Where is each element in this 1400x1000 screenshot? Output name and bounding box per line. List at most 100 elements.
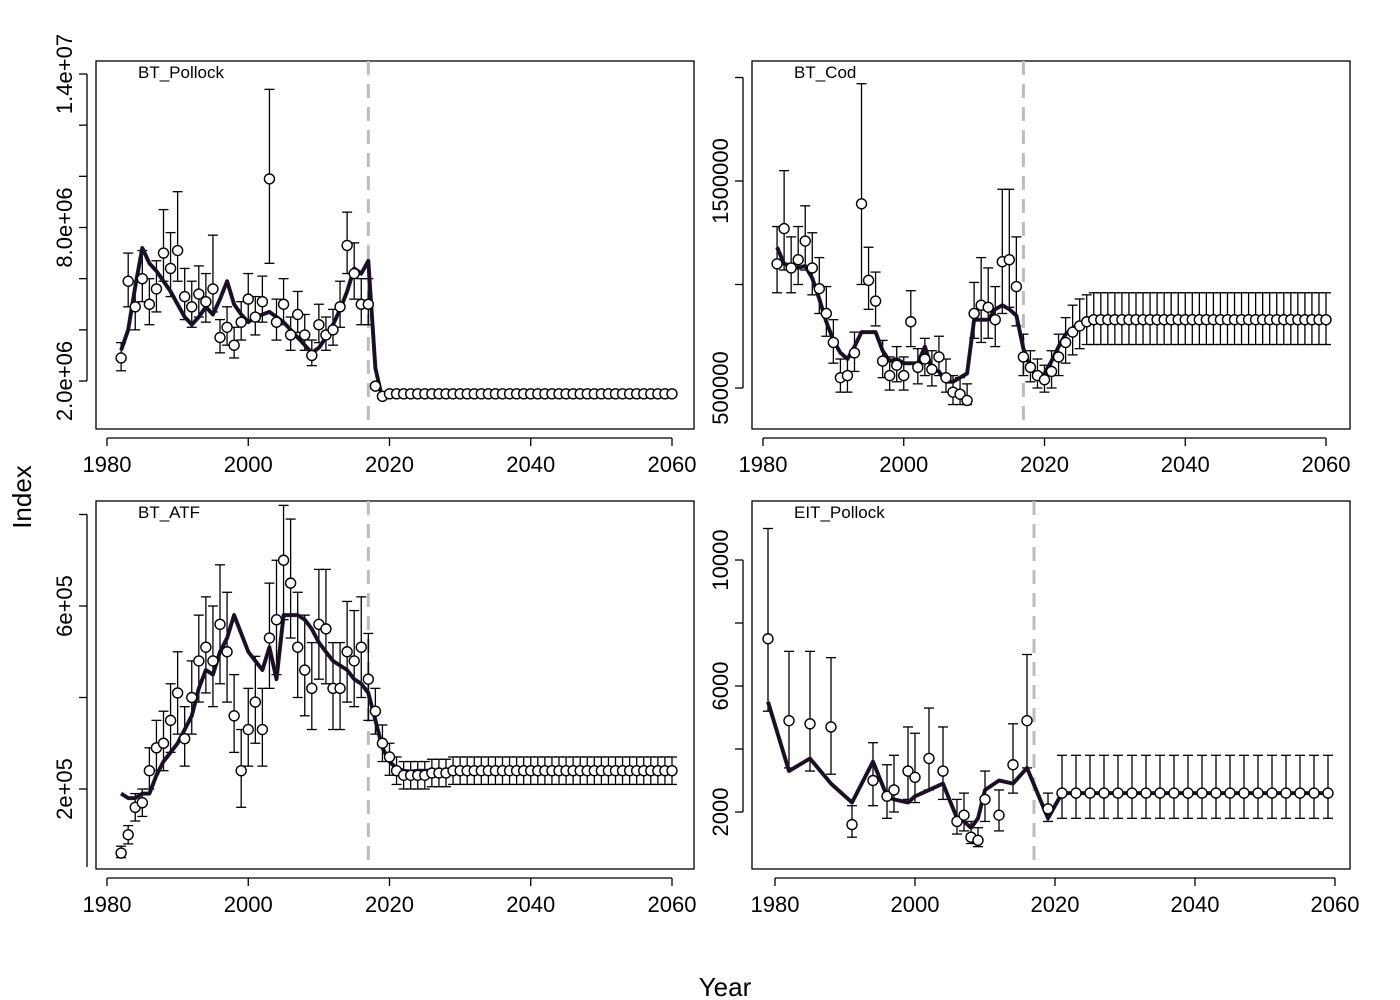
data-point xyxy=(1154,787,1166,799)
y-axis: 2e+05 6e+05 xyxy=(52,513,88,867)
data-point xyxy=(355,641,367,653)
y-tick-label: 500000 xyxy=(708,351,733,424)
y-tick-label: 2e+05 xyxy=(52,758,77,820)
data-point xyxy=(263,632,276,644)
data-point xyxy=(841,369,854,382)
x-tick-label: 2000 xyxy=(879,452,928,477)
data-point xyxy=(186,301,198,313)
plot-area xyxy=(771,61,1332,429)
data-point xyxy=(256,723,269,736)
data-point xyxy=(327,324,339,336)
chart-panel-3: 1980 2000 2020 2040 2060 2e+05 6e+05 BT_ATF xyxy=(52,500,697,917)
data-point xyxy=(178,732,191,745)
data-point xyxy=(150,283,163,295)
x-tick-label: 1980 xyxy=(83,892,132,917)
chart-panel-2: 1980 2000 2020 2040 2060 500000 1500000 BT_Cod xyxy=(708,60,1351,477)
x-tick-label: 2060 xyxy=(1302,452,1351,477)
data-point xyxy=(369,705,382,717)
data-point xyxy=(883,369,896,382)
data-point xyxy=(902,765,914,777)
data-point xyxy=(1052,351,1065,363)
data-point xyxy=(888,784,900,796)
x-tick-label: 2040 xyxy=(506,892,555,917)
data-point xyxy=(249,311,262,323)
data-point xyxy=(1112,787,1124,799)
data-point xyxy=(961,394,973,407)
data-point xyxy=(762,633,774,645)
data-point xyxy=(299,329,311,341)
data-point xyxy=(1003,253,1016,266)
x-axis-title: Year xyxy=(699,972,752,1000)
data-point xyxy=(242,723,254,736)
data-point xyxy=(1320,313,1332,326)
data-point xyxy=(876,355,889,367)
data-point xyxy=(341,646,353,658)
data-point xyxy=(228,339,240,351)
data-point xyxy=(1140,787,1152,799)
data-point xyxy=(1210,787,1222,799)
data-point xyxy=(136,272,149,285)
data-point xyxy=(1308,787,1320,799)
plot-frame xyxy=(751,60,1351,430)
data-point xyxy=(291,308,304,321)
x-axis: 1980 2000 2020 2040 2060 xyxy=(83,437,696,477)
x-tick-label: 1980 xyxy=(751,892,800,917)
y-axis-title: Index xyxy=(7,465,37,529)
data-point xyxy=(846,818,858,831)
data-point xyxy=(270,614,283,626)
data-point xyxy=(228,710,240,722)
data-point xyxy=(235,316,247,328)
data-point xyxy=(136,797,149,809)
data-point xyxy=(270,316,283,328)
data-point xyxy=(951,815,963,828)
data-point xyxy=(171,687,184,699)
data-point xyxy=(1252,787,1264,799)
data-point xyxy=(968,307,980,320)
data-point xyxy=(334,301,346,313)
y-tick-label: 6e+05 xyxy=(52,575,77,637)
data-point xyxy=(313,319,325,331)
data-point xyxy=(1280,787,1292,799)
data-point xyxy=(862,274,875,287)
data-point xyxy=(193,288,205,300)
x-tick-label: 2020 xyxy=(365,452,414,477)
x-tick-label: 2040 xyxy=(1171,892,1220,917)
y-tick-label: 2000 xyxy=(708,788,733,837)
data-point xyxy=(249,696,262,708)
x-tick-label: 2060 xyxy=(648,892,697,917)
y-tick-label: 6000 xyxy=(708,662,733,711)
data-point xyxy=(306,349,318,362)
data-point xyxy=(855,198,868,210)
data-point xyxy=(909,771,921,784)
data-point xyxy=(804,718,816,730)
panel-title: BT_Pollock xyxy=(138,63,224,82)
data-point xyxy=(825,721,837,733)
data-point xyxy=(1294,787,1306,799)
data-point xyxy=(905,316,917,328)
data-point xyxy=(778,222,790,235)
data-point xyxy=(848,347,861,359)
data-point xyxy=(1038,374,1051,386)
data-point xyxy=(291,641,304,653)
data-point xyxy=(277,298,290,310)
data-point xyxy=(256,295,269,308)
data-point xyxy=(1010,280,1023,293)
data-point xyxy=(785,262,797,274)
y-tick-label: 10000 xyxy=(708,529,733,590)
plot-frame xyxy=(95,60,695,430)
data-point xyxy=(926,363,938,376)
data-point xyxy=(164,714,177,727)
data-point xyxy=(157,737,170,749)
data-point xyxy=(771,258,783,270)
data-point xyxy=(958,809,970,821)
x-tick-label: 2000 xyxy=(224,892,273,917)
data-point xyxy=(1266,787,1278,799)
data-point xyxy=(1045,365,1058,378)
data-point xyxy=(122,275,134,287)
data-point xyxy=(143,298,156,310)
data-point xyxy=(813,282,825,295)
data-point xyxy=(982,301,994,313)
data-point xyxy=(1224,787,1236,799)
data-point xyxy=(1017,351,1030,363)
